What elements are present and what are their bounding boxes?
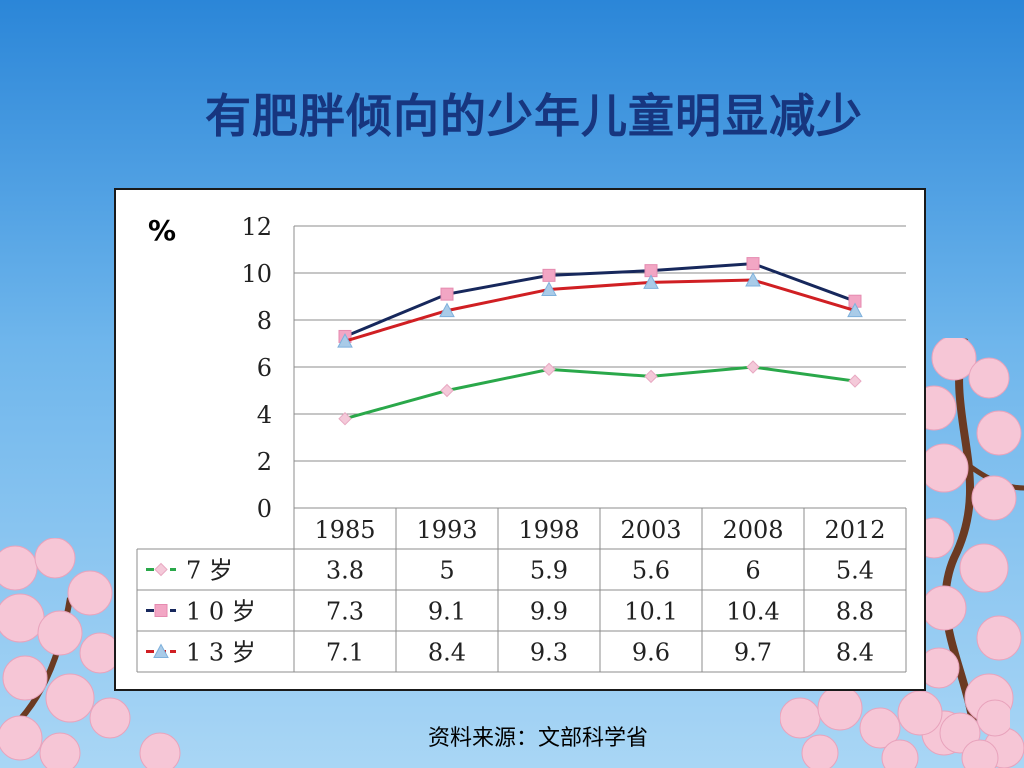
x-tick-label: 1993 (416, 516, 477, 544)
y-tick-label: 0 (257, 495, 272, 523)
marker-square (746, 257, 760, 271)
data-label: 6 (745, 557, 760, 585)
data-label: 7.3 (326, 598, 364, 626)
data-label: 5.4 (836, 557, 874, 585)
cherry-blossom-left (0, 538, 181, 768)
data-label: 7.1 (326, 639, 364, 667)
x-tick-label: 2012 (824, 516, 885, 544)
y-tick-label: 8 (257, 307, 272, 335)
data-label: 5 (439, 557, 454, 585)
series-line (344, 278, 856, 343)
marker-diamond (746, 360, 760, 374)
marker-square (154, 604, 168, 617)
data-label: 10.1 (624, 598, 677, 626)
data-label: 10.4 (726, 598, 779, 626)
data-label: 8.4 (836, 639, 874, 667)
marker-diamond (154, 562, 168, 577)
data-label: 8.8 (836, 598, 874, 626)
source-note: 资料来源：文部科学省 (428, 726, 649, 751)
y-tick-label: 12 (241, 213, 272, 241)
slide-title: 有肥胖倾向的少年儿童明显减少 (205, 89, 863, 143)
data-label: 8.4 (428, 639, 466, 667)
data-label: 9.3 (530, 639, 568, 667)
data-label: 9.9 (530, 598, 568, 626)
marker-triangle (541, 281, 557, 296)
marker-triangle (745, 271, 761, 287)
data-label: 5.6 (632, 557, 670, 585)
marker-diamond (848, 374, 862, 388)
marker-square (440, 287, 454, 301)
data-label: 9.7 (734, 639, 772, 667)
legend-label: 1 3 岁 (186, 639, 256, 667)
x-tick-label: 2008 (722, 516, 783, 544)
y-axis-unit-label: % (148, 214, 177, 247)
marker-square (542, 268, 556, 282)
legend-label: 7 岁 (186, 557, 233, 585)
y-tick-label: 6 (257, 354, 272, 382)
data-label: 3.8 (326, 557, 364, 585)
marker-diamond (338, 411, 352, 426)
data-label: 9.1 (428, 598, 466, 626)
y-tick-label: 4 (257, 401, 272, 429)
marker-diamond (542, 362, 556, 377)
marker-triangle (847, 302, 863, 318)
y-tick-label: 2 (257, 448, 272, 476)
data-label: 9.6 (632, 639, 670, 667)
x-tick-label: 1985 (314, 516, 375, 544)
series-line (344, 262, 856, 338)
marker-triangle (439, 302, 455, 318)
marker-triangle (643, 274, 659, 289)
marker-triangle (153, 643, 169, 658)
data-label: 5.9 (530, 557, 568, 585)
x-tick-label: 2003 (620, 516, 681, 544)
chart-panel (114, 188, 926, 691)
marker-diamond (440, 383, 454, 398)
legend-label: 1 0 岁 (186, 598, 256, 626)
y-tick-label: 10 (241, 260, 272, 288)
series-line (344, 365, 856, 421)
marker-diamond (644, 369, 658, 384)
marker-triangle (337, 333, 353, 348)
cherry-blossom-bottom-right (780, 685, 1010, 768)
x-tick-label: 1998 (518, 516, 579, 544)
